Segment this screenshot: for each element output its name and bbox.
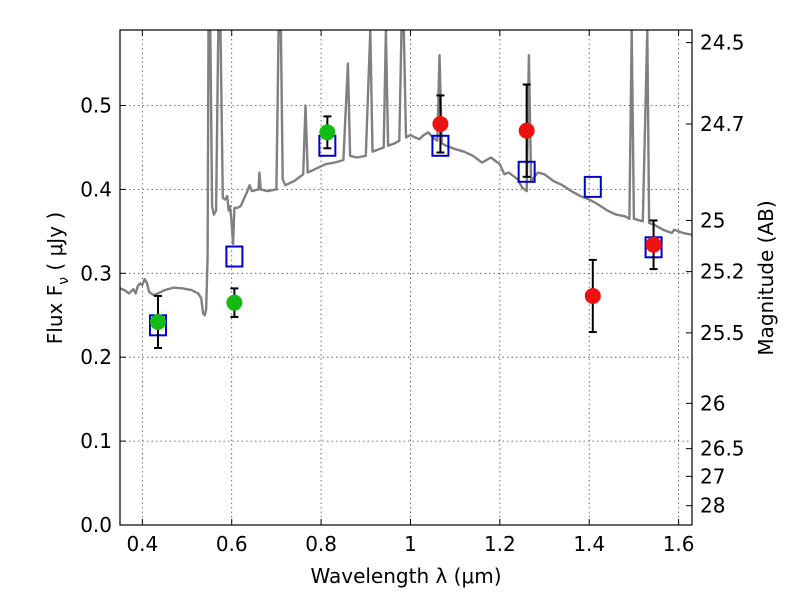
spectrum-line [120,30,692,317]
right-axis-label: Magnitude (AB) [754,200,778,355]
y-axis-label: Flux Fν ( μJy ) [43,212,72,344]
x-tick-label: 0.8 [305,532,337,556]
x-tick-label: 1.6 [663,532,695,556]
right-tick-label: 26 [700,391,725,415]
right-tick-label: 24.5 [700,31,745,55]
x-tick-label: 1 [404,532,417,556]
model-square-marker [225,245,244,268]
spectrum-layer [120,30,692,317]
red-data-point [584,287,601,304]
right-tick-label: 28 [700,494,725,518]
y-tick-label: 0.4 [80,177,112,201]
ticks [120,30,692,526]
model-square-marker [583,175,602,198]
red-data-point [518,122,535,139]
right-tick-label: 26.5 [700,437,745,461]
x-tick-label: 1.2 [484,532,516,556]
right-tick-label: 25.5 [700,321,745,345]
y-tick-label: 0.5 [80,94,112,118]
y-tick-label: 0.2 [80,345,112,369]
y-tick-label: 0.0 [80,513,112,537]
right-tick-label: 24.7 [700,112,745,136]
right-tick-label: 27 [700,464,725,488]
y-tick-label: 0.3 [80,261,112,285]
x-tick-label: 0.6 [216,532,248,556]
right-tick-label: 25.2 [700,260,745,284]
x-tick-label: 0.4 [126,532,158,556]
green-data-point [226,294,243,311]
x-axis-label: Wavelength λ (μm) [310,564,501,588]
right-tick-label: 25 [700,208,725,232]
green-data-point [149,313,166,330]
red-data-point [432,115,449,132]
red-data-point [645,236,662,253]
tick-labels: 0.4 0.6 0.8 1 1.2 1.4 1.6 0.0 0.1 0.2 0.3 0.4 0.5 24.… [80,31,744,556]
plot-frame [119,29,693,526]
marks-layer [148,83,663,349]
x-tick-label: 1.4 [573,532,605,556]
y-axis-label-main: Flux F [43,285,67,344]
y-tick-label: 0.1 [80,429,112,453]
y-axis-label-sub: ν [56,277,72,285]
y-axis-label-unit: ( μJy ) [43,212,67,277]
green-data-point [319,124,336,141]
